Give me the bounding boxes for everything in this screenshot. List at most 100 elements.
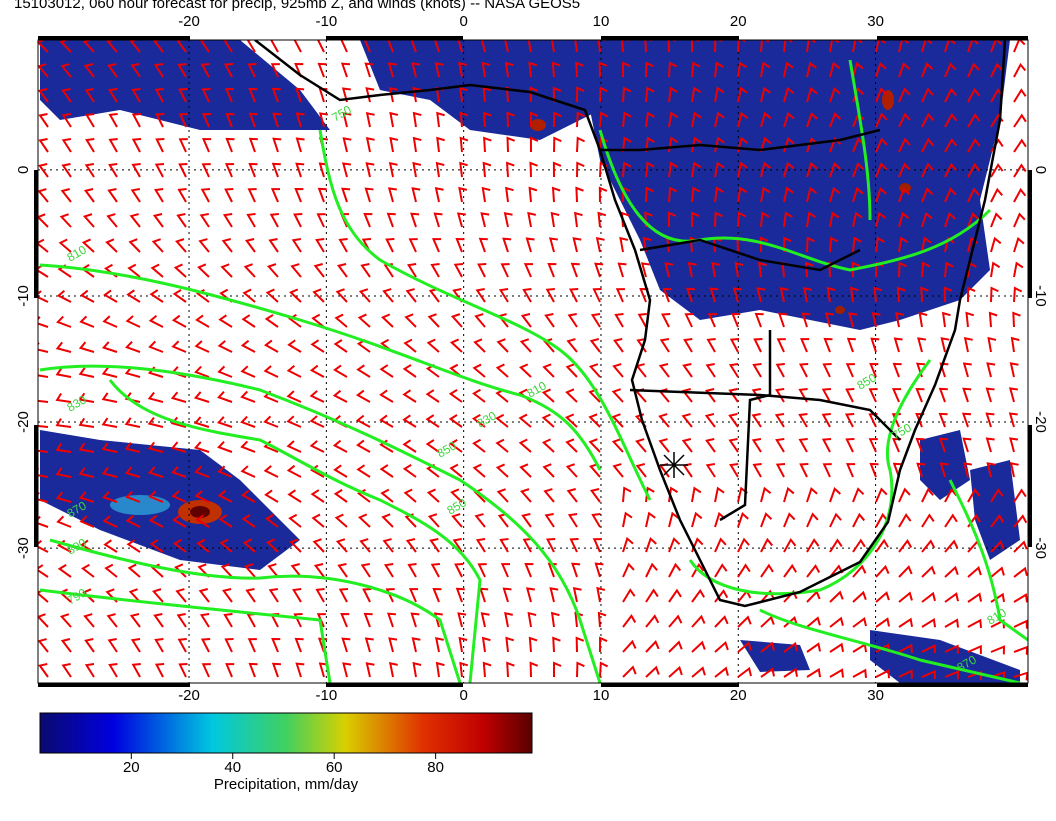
- wind-barb: [803, 286, 812, 303]
- wind-barb: [576, 86, 585, 103]
- wind-barb: [612, 463, 624, 478]
- wind-barb: [875, 186, 887, 203]
- wind-barb: [472, 363, 486, 378]
- wind-barb: [592, 288, 602, 303]
- wind-barb: [481, 61, 491, 78]
- wind-barb: [477, 263, 487, 278]
- wind-barb: [940, 337, 950, 353]
- wind-barb: [783, 641, 798, 653]
- wind-barb: [829, 162, 841, 178]
- wind-barb: [195, 514, 210, 528]
- wind-barb: [875, 487, 888, 503]
- wind-barb: [967, 566, 982, 578]
- wind-barb: [575, 636, 585, 653]
- wind-barb: [611, 413, 624, 428]
- wind-barb: [290, 563, 302, 578]
- wind-barb: [635, 463, 647, 478]
- wind-barb: [567, 512, 578, 528]
- height-contours: [39, 59, 1028, 683]
- wind-barb: [1013, 593, 1028, 603]
- wind-barb: [270, 188, 281, 203]
- wind-barb: [714, 161, 725, 178]
- wind-barb: [519, 488, 532, 503]
- wind-barb: [356, 364, 371, 378]
- wind-barb: [549, 587, 559, 603]
- wind-barb: [594, 562, 604, 578]
- wind-barb: [504, 611, 513, 628]
- wind-barb: [480, 212, 490, 228]
- wind-barb: [528, 636, 538, 653]
- wind-barb: [286, 415, 302, 428]
- wind-barb: [266, 263, 279, 278]
- wind-barb: [224, 638, 234, 653]
- wind-barb: [271, 87, 281, 103]
- wind-barb: [359, 538, 371, 553]
- wind-barb: [967, 670, 983, 680]
- wind-barb: [640, 262, 650, 278]
- wind-barb: [389, 111, 399, 128]
- wind-barb: [611, 388, 624, 403]
- wind-barb: [386, 40, 396, 53]
- wind-barb: [541, 413, 555, 428]
- wind-barb: [574, 611, 584, 628]
- wind-barb: [776, 338, 786, 353]
- wind-barb: [822, 463, 832, 478]
- wind-barb: [85, 112, 95, 128]
- wind-barb: [668, 588, 682, 603]
- wind-barb: [852, 236, 862, 253]
- lat-label-right: -10: [1032, 285, 1049, 307]
- wind-barb: [271, 162, 281, 178]
- wind-barb: [938, 387, 948, 403]
- wind-barb: [178, 113, 188, 128]
- wind-barb: [1013, 163, 1027, 178]
- wind-barb: [898, 591, 913, 603]
- wind-barb: [56, 515, 72, 528]
- wind-barb: [295, 87, 305, 103]
- wind-barb: [967, 618, 983, 629]
- wind-barb: [921, 261, 931, 278]
- wind-barb: [271, 638, 281, 653]
- wind-barb: [737, 186, 748, 203]
- wind-barb: [852, 564, 867, 578]
- wind-barb: [264, 314, 279, 328]
- wind-barb: [691, 211, 700, 228]
- wind-barb: [829, 236, 839, 253]
- wind-barb: [388, 87, 398, 103]
- wind-barb: [800, 338, 810, 353]
- wind-barb: [658, 363, 670, 378]
- wind-barb: [990, 540, 1005, 553]
- wind-barb: [129, 613, 141, 628]
- location-marker: [660, 452, 688, 478]
- wind-barb: [806, 186, 818, 203]
- wind-barb: [309, 415, 325, 428]
- wind-barb: [1008, 387, 1019, 403]
- wind-barb: [171, 340, 187, 353]
- wind-barb: [506, 161, 515, 178]
- wind-barb: [475, 537, 486, 553]
- wind-barb: [590, 312, 601, 328]
- wind-barb: [269, 40, 279, 53]
- wind-barb: [822, 363, 832, 378]
- wind-barb: [985, 437, 995, 453]
- wind-barb: [1013, 619, 1028, 629]
- wind-barb: [341, 637, 351, 653]
- wind-barb: [194, 465, 210, 478]
- wind-barb: [216, 416, 233, 428]
- wind-barb: [829, 137, 842, 153]
- wind-barb: [875, 137, 888, 153]
- wind-barb: [774, 412, 785, 428]
- lon-label-top: 20: [730, 13, 747, 30]
- wind-barb: [246, 212, 256, 228]
- wind-barb: [379, 389, 394, 403]
- wind-barb: [78, 491, 95, 503]
- wind-barb: [240, 465, 256, 478]
- wind-barb: [106, 213, 118, 228]
- wind-barb: [286, 390, 302, 403]
- wind-barb: [545, 287, 555, 303]
- wind-barb: [875, 512, 889, 528]
- wind-barb: [714, 486, 725, 503]
- lat-label-left: -10: [15, 285, 32, 307]
- wind-barb: [471, 413, 486, 428]
- wind-barb: [617, 262, 627, 278]
- wind-barb: [131, 87, 141, 103]
